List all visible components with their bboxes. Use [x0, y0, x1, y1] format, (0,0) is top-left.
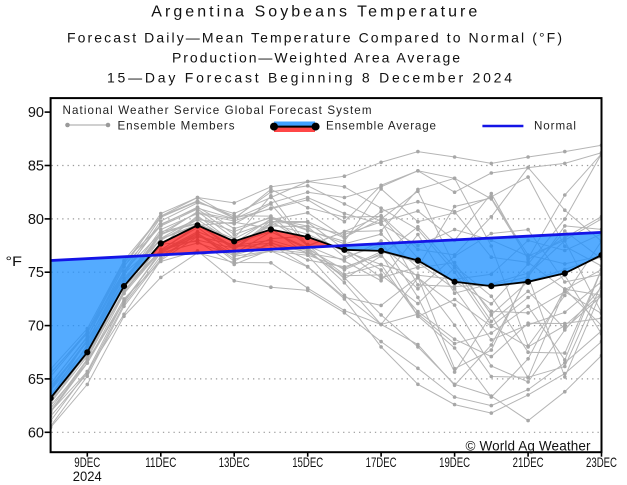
svg-text:85: 85 [28, 159, 44, 175]
svg-text:Production—Weighted Area Avera: Production—Weighted Area Average [172, 50, 460, 66]
svg-text:°F: °F [6, 253, 23, 269]
svg-text:17DEC: 17DEC [366, 454, 397, 470]
svg-text:75: 75 [28, 265, 44, 281]
svg-text:15DEC: 15DEC [292, 454, 323, 470]
svg-text:80: 80 [28, 212, 44, 228]
svg-text:Ensemble Average: Ensemble Average [326, 120, 436, 133]
svg-text:Argentina Soybeans Temperature: Argentina Soybeans Temperature [151, 4, 477, 21]
svg-text:Forecast Daily—Mean Temperatur: Forecast Daily—Mean Temperature Compared… [67, 30, 562, 46]
svg-text:Ensemble Members: Ensemble Members [118, 120, 235, 133]
svg-text:90: 90 [28, 105, 44, 121]
svg-text:2024: 2024 [73, 468, 102, 484]
svg-text:70: 70 [28, 319, 44, 335]
svg-text:© World Ag Weather: © World Ag Weather [466, 439, 592, 454]
svg-text:23DEC: 23DEC [586, 454, 617, 470]
svg-text:11DEC: 11DEC [145, 454, 176, 470]
svg-text:60: 60 [28, 425, 44, 441]
svg-text:National Weather Service Globa: National Weather Service Global Forecast… [63, 104, 372, 117]
svg-text:65: 65 [28, 372, 44, 388]
svg-text:21DEC: 21DEC [513, 454, 544, 470]
svg-text:9DEC: 9DEC [74, 454, 100, 470]
svg-text:13DEC: 13DEC [219, 454, 250, 470]
svg-text:19DEC: 19DEC [439, 454, 470, 470]
svg-text:Normal: Normal [534, 120, 576, 133]
svg-text:15—Day Forecast Beginning 8 De: 15—Day Forecast Beginning 8 December 202… [107, 70, 512, 86]
